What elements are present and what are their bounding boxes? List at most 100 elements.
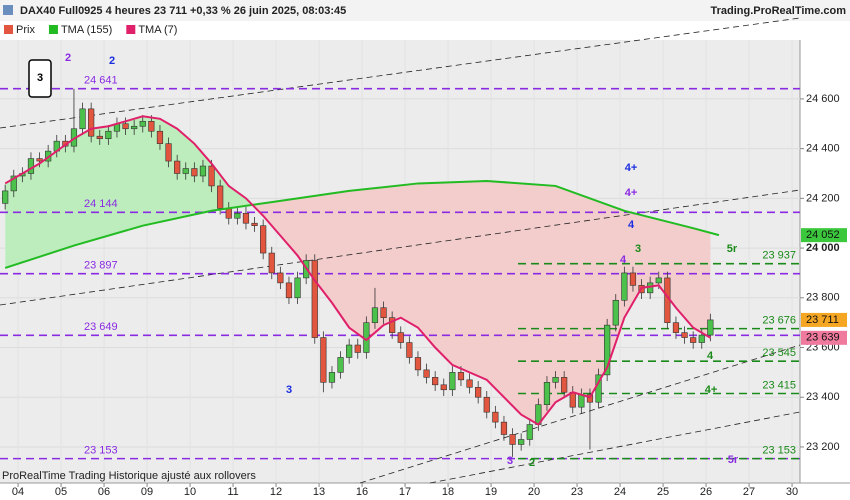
header-bar [0, 0, 850, 21]
trend-line [429, 411, 801, 484]
x-tick-label: 24 [614, 486, 626, 498]
candle-body [561, 377, 568, 393]
candle-body [423, 369, 430, 378]
x-tick-label: 11 [227, 486, 238, 498]
y-tick-label: 23 400 [806, 391, 840, 403]
y-tick-label: 23 800 [806, 292, 840, 304]
candle-body [552, 377, 559, 383]
candle-body [251, 222, 258, 227]
price-tag-label: 23 639 [806, 332, 840, 344]
candle-body [182, 168, 189, 174]
x-tick-label: 16 [356, 486, 368, 498]
y-tick-label: 24 200 [806, 192, 840, 204]
y-tick-label: 24 600 [806, 93, 840, 105]
wave-label: 2 [529, 457, 535, 469]
x-tick-label: 19 [485, 486, 497, 498]
candle-body [414, 357, 422, 371]
candle-body [27, 158, 35, 174]
candle-body [277, 272, 284, 284]
candle-body [79, 108, 86, 130]
candle-body [225, 208, 232, 219]
y-tick-label: 23 200 [806, 441, 840, 453]
x-tick-label: 06 [98, 486, 110, 498]
x-tick-label: 27 [743, 486, 755, 498]
chart-title: DAX40 Full0925 4 heures 23 711 +0,33 % 2… [20, 5, 346, 17]
level-label: 23 897 [84, 260, 118, 272]
y-tick-label: 24 000 [806, 242, 840, 254]
candle-body [449, 372, 456, 391]
x-tick-label: 23 [571, 486, 583, 498]
candle-body [122, 123, 129, 130]
level-label: 23 153 [762, 445, 796, 457]
candle-body [586, 394, 594, 403]
x-tick-label: 17 [399, 486, 411, 498]
price-tag [801, 330, 847, 345]
price-tag-label: 24 052 [806, 229, 840, 241]
price-tag [801, 312, 847, 327]
candle-body [156, 130, 164, 144]
candle-body [217, 185, 224, 209]
trend-line [0, 189, 801, 306]
candle-body [371, 307, 379, 323]
price-tag-label: 23 711 [806, 314, 839, 326]
level-label: 23 676 [762, 315, 796, 327]
candle-body [105, 130, 112, 139]
legend-label: TMA (7) [138, 24, 177, 36]
wave-label: 4 [620, 254, 627, 266]
level-label: 23 545 [762, 347, 796, 359]
candle-body [242, 212, 250, 224]
candle-body [483, 396, 490, 413]
candle-body [578, 394, 585, 408]
candle-body [191, 168, 198, 177]
wave-label: 4 [707, 350, 714, 362]
candle-body [612, 299, 619, 326]
candle-body [285, 282, 293, 299]
annotation-box [28, 59, 52, 98]
candle-body [148, 120, 155, 132]
candle-body [698, 334, 705, 343]
candle-body [199, 165, 207, 177]
footnote: ProRealTime Trading Historique ajusté au… [2, 470, 256, 482]
wave-label: 4+ [625, 162, 638, 174]
candle-body [621, 272, 628, 301]
candle-body [543, 382, 551, 405]
candle-body [10, 175, 17, 192]
legend-label: TMA (155) [61, 24, 112, 36]
x-tick-label: 05 [55, 486, 67, 498]
wave-label: 4+ [625, 187, 638, 199]
candle-body [681, 332, 688, 338]
candle-body [466, 379, 473, 388]
wave-label: 3 [37, 72, 43, 84]
level-label: 23 937 [762, 250, 796, 262]
x-tick-label: 26 [700, 486, 712, 498]
level-label: 24 641 [84, 75, 118, 87]
legend-swatch [126, 25, 136, 34]
candle-body [2, 190, 9, 204]
candle-body [337, 357, 344, 373]
legend-swatch [4, 25, 13, 34]
x-tick-label: 30 [786, 486, 798, 498]
x-tick-label: 25 [657, 486, 669, 498]
candle-body [260, 225, 267, 254]
y-tick-label: 24 400 [806, 143, 840, 155]
wave-label: 3 [635, 243, 641, 255]
wave-label: 4+ [705, 384, 718, 396]
candle-body [380, 307, 387, 318]
x-tick-label: 09 [141, 486, 153, 498]
x-tick-label: 18 [442, 486, 454, 498]
candle-body [139, 120, 146, 127]
candle-body [475, 386, 482, 398]
candle-body [440, 384, 447, 391]
candle-body [509, 434, 516, 445]
wave-label: 5r [727, 243, 738, 255]
candle-body [492, 411, 499, 423]
candle-body [690, 337, 697, 343]
level-label: 23 153 [84, 445, 118, 457]
candle-body [294, 277, 301, 299]
trend-line [359, 344, 801, 484]
overlay-line [4, 115, 711, 426]
candle-body [208, 165, 215, 187]
candle-body [707, 319, 714, 336]
candle-body [406, 342, 413, 358]
